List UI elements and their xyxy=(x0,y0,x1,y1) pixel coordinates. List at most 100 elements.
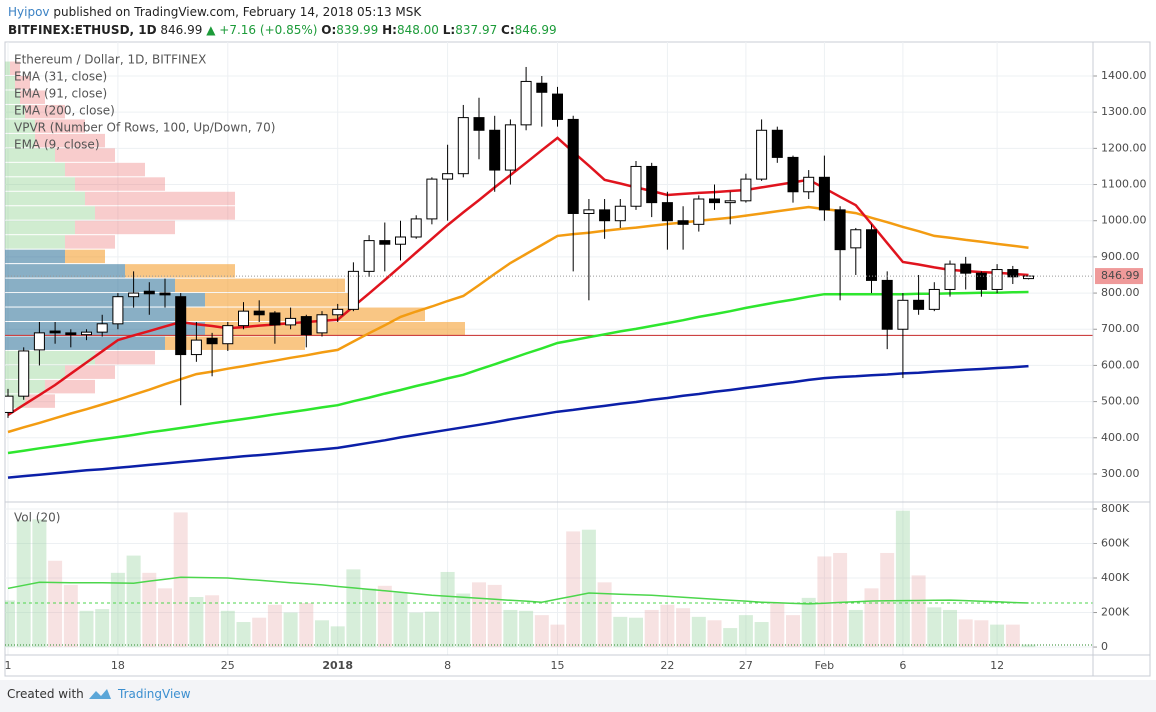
volume-bar xyxy=(32,519,47,648)
volume-bar xyxy=(220,610,235,648)
x-tick-label: 27 xyxy=(739,659,753,672)
candle-body xyxy=(143,290,155,295)
volume-bar xyxy=(770,603,785,648)
vpvr-up xyxy=(5,365,65,379)
vpvr-up xyxy=(5,162,65,177)
arrow: ▲ xyxy=(206,23,216,37)
volume-legend: Vol (20) xyxy=(14,511,60,525)
candle-body xyxy=(693,198,705,225)
candle-body xyxy=(5,395,14,413)
candle-body xyxy=(677,220,689,225)
volume-bar xyxy=(754,622,769,648)
vpvr-down xyxy=(15,76,30,90)
y-tick-label: 0 xyxy=(1101,640,1108,653)
change: +7.16 (+0.85%) xyxy=(219,23,318,37)
vpvr-up xyxy=(5,133,35,148)
volume-bar xyxy=(456,593,471,648)
volume-bar xyxy=(786,615,800,648)
volume-bar xyxy=(958,619,973,648)
y-tick-label: 800K xyxy=(1101,502,1130,515)
legend-item: EMA (31, close) xyxy=(14,70,107,84)
legend-item: EMA (200, close) xyxy=(14,104,115,118)
volume-bar xyxy=(236,622,251,648)
volume-bar xyxy=(95,609,110,648)
l-value: 837.97 xyxy=(455,23,498,37)
candle-body xyxy=(128,292,140,298)
volume-ma xyxy=(7,576,1029,605)
candle-body xyxy=(897,299,909,330)
ema-line xyxy=(7,364,1029,479)
vpvr-down xyxy=(25,394,55,408)
candle-body xyxy=(661,202,673,222)
candle-body xyxy=(960,263,972,274)
author[interactable]: Hyipov xyxy=(8,5,50,19)
volume-bar xyxy=(472,582,486,648)
volume-bar xyxy=(895,510,910,648)
y-tick-label: 600.00 xyxy=(1101,358,1140,371)
volume-bar xyxy=(205,595,220,648)
candle-body xyxy=(316,314,328,334)
volume-bar xyxy=(550,624,565,648)
vpvr-down xyxy=(175,278,345,293)
candle-body xyxy=(65,332,77,336)
h-value: 848.00 xyxy=(396,23,439,37)
candle-body xyxy=(206,337,218,345)
brand[interactable]: TradingView xyxy=(118,687,191,701)
legend-item: EMA (9, close) xyxy=(14,138,100,152)
x-tick-label: 6 xyxy=(899,659,906,672)
volume-bar xyxy=(974,620,989,648)
vpvr-down xyxy=(10,61,20,76)
volume-bar xyxy=(581,529,596,648)
vpvr-up xyxy=(5,191,85,206)
candle-body xyxy=(583,209,595,214)
candle-body xyxy=(740,178,752,202)
candle-body xyxy=(300,316,312,336)
vpvr-up xyxy=(5,336,165,350)
volume-bar xyxy=(158,588,172,648)
volume-bar xyxy=(629,617,643,648)
candle-body xyxy=(112,296,124,325)
x-tick-label: 25 xyxy=(221,659,235,672)
volume-bar xyxy=(5,600,15,648)
volume-bar xyxy=(173,512,188,648)
candle-body xyxy=(599,209,611,222)
vpvr-up xyxy=(5,177,75,191)
candle-body xyxy=(285,317,297,326)
volume-bar xyxy=(613,616,628,648)
vpvr-down xyxy=(75,220,175,235)
c-label: C: xyxy=(501,23,515,37)
volume-bar xyxy=(566,531,581,648)
volume-bar xyxy=(283,612,298,648)
y-tick-label: 200K xyxy=(1101,606,1130,619)
y-tick-label: 400.00 xyxy=(1101,431,1140,444)
y-tick-label: 400K xyxy=(1101,571,1130,584)
volume-bar xyxy=(676,608,691,648)
candle-body xyxy=(975,272,987,290)
volume-bar xyxy=(393,592,408,648)
volume-bar xyxy=(126,555,141,648)
price-tag xyxy=(1095,268,1143,285)
candle-body xyxy=(159,292,171,296)
volume-bar xyxy=(723,628,738,648)
candle-body xyxy=(913,299,925,310)
candle-body xyxy=(442,173,454,180)
volume-bar xyxy=(362,588,377,648)
vpvr-down xyxy=(95,350,155,365)
candle-body xyxy=(49,330,61,334)
vpvr-up xyxy=(5,235,65,249)
o-label: O: xyxy=(321,23,337,37)
vpvr-down xyxy=(55,148,115,162)
candle-body xyxy=(1007,269,1019,278)
candle-body xyxy=(818,176,830,211)
volume-bar xyxy=(1005,624,1020,648)
y-tick-label: 900.00 xyxy=(1101,250,1140,263)
volume-bar xyxy=(833,552,848,648)
candle-body xyxy=(756,129,768,180)
vpvr-up xyxy=(5,104,25,119)
volume-bar xyxy=(330,626,345,648)
volume-bar xyxy=(424,611,439,648)
candle-body xyxy=(253,310,265,316)
candle-body xyxy=(473,117,485,131)
volume-bar xyxy=(267,604,282,648)
vpvr-up xyxy=(5,264,125,278)
